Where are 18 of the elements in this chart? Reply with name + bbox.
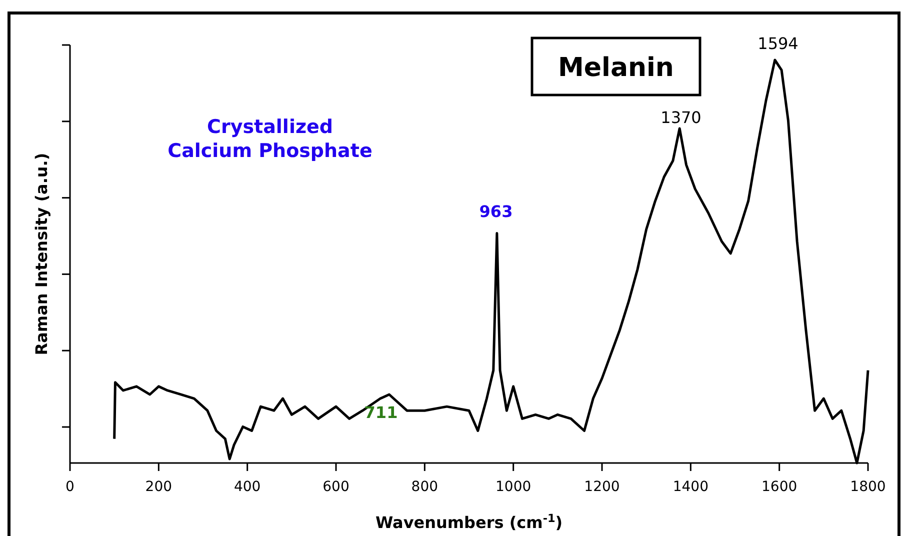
y-axis-title: Raman Intensity (a.u.) [32,152,51,356]
annotation: 963 [479,202,513,221]
annotation: 711 [364,403,398,422]
x-tick-label: 1800 [850,479,886,495]
x-axis-title: Wavenumbers (cm$^{-1}$) [375,512,563,532]
annotation: Crystallized Calcium Phosphate [168,116,372,162]
x-tick-label: 0 [66,479,74,495]
x-tick-label: 800 [411,479,438,495]
text: 1594 [758,34,798,53]
x-tick-label: 1200 [584,479,620,495]
x-tick-label: 600 [322,479,350,495]
x-tick-label: 1600 [762,479,798,495]
x-tick-label: 200 [145,479,172,495]
x-tick-label: 1400 [672,479,708,495]
x-tick-label: 400 [234,479,261,495]
x-tick-label: 1000 [496,479,532,495]
annotation: 1370 [660,108,702,127]
chart-title: Melanin [558,53,674,83]
